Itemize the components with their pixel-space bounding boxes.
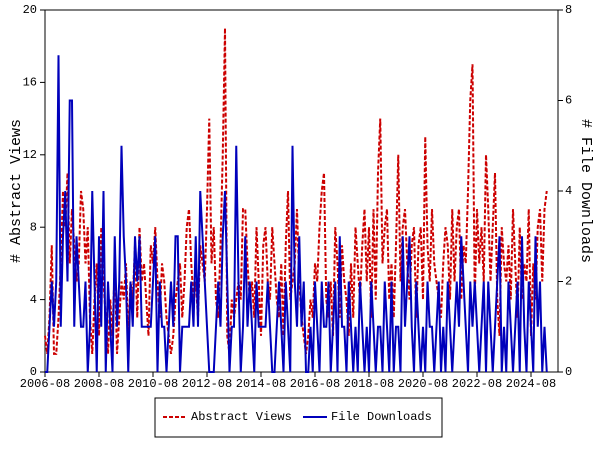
y2-tick-label: 8 — [565, 3, 572, 17]
y2-tick-label: 0 — [565, 365, 572, 379]
y-tick-label: 16 — [23, 76, 37, 90]
x-tick-label: 2024-08 — [506, 377, 556, 391]
y-tick-label: 0 — [30, 365, 37, 379]
y-axis-label: # Abstract Views — [8, 119, 25, 263]
y-tick-label: 20 — [23, 3, 37, 17]
y2-axis-label: # File Downloads — [577, 119, 594, 263]
x-tick-label: 2016-08 — [290, 377, 340, 391]
y2-tick-label: 6 — [565, 94, 572, 108]
legend — [154, 397, 443, 438]
x-tick-label: 2022-08 — [452, 377, 502, 391]
series-line — [45, 55, 548, 373]
x-tick-label: 2014-08 — [236, 377, 286, 391]
legend-label: File Downloads — [331, 410, 432, 424]
y-tick-label: 12 — [23, 148, 37, 162]
y-tick-label: 4 — [30, 293, 37, 307]
y-tick-label: 8 — [30, 220, 37, 234]
x-tick-label: 2018-08 — [344, 377, 394, 391]
x-tick-label: 2020-08 — [398, 377, 448, 391]
x-tick-label: 2012-08 — [182, 377, 232, 391]
x-tick-label: 2010-08 — [128, 377, 178, 391]
y2-tick-label: 4 — [565, 184, 572, 198]
x-tick-label: 2006-08 — [20, 377, 70, 391]
y2-tick-label: 2 — [565, 275, 572, 289]
x-tick-label: 2008-08 — [74, 377, 124, 391]
legend-label: Abstract Views — [191, 410, 292, 424]
